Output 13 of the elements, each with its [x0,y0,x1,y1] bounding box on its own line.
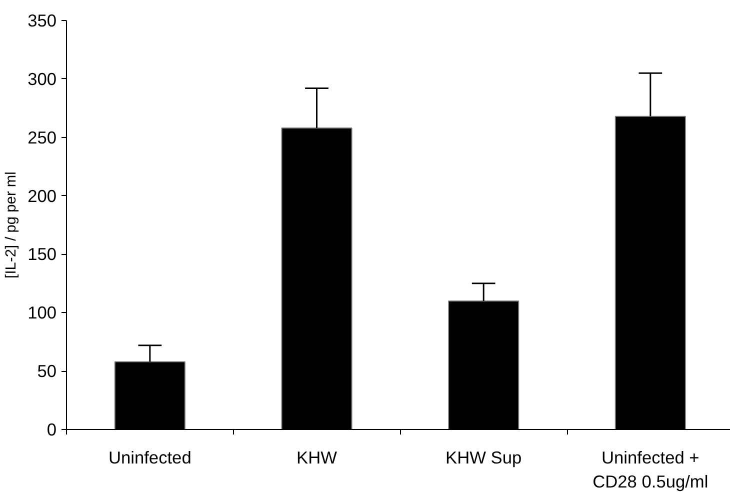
x-tick-label: Uninfected + CD28 0.5ug/ml [592,448,708,492]
x-tick-label: KHW Sup [446,448,522,468]
y-axis-title: [IL-2] / pg per ml [4,172,20,278]
y-tick-label: 150 [28,244,57,264]
x-tick-label: KHW [296,448,338,468]
y-tick-label: 100 [28,302,57,323]
y-tick-label: 300 [28,68,57,89]
y-tick-label: 350 [28,10,57,30]
y-tick-label: 0 [46,420,57,440]
y-tick-label: 50 [37,361,57,382]
x-tick-label: Uninfected [108,448,192,468]
y-tick-label: 200 [28,186,57,206]
y-tick-label: 250 [28,127,57,148]
